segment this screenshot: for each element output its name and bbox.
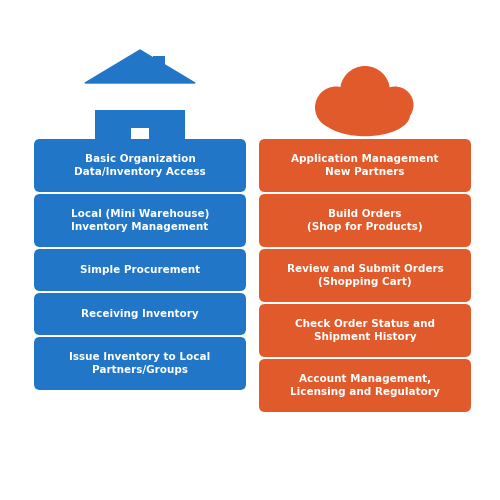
FancyBboxPatch shape	[34, 249, 246, 291]
Text: Local (Mini Warehouse)
Inventory Management: Local (Mini Warehouse) Inventory Managem…	[71, 209, 209, 232]
Polygon shape	[85, 50, 195, 83]
Text: Application Management
New Partners: Application Management New Partners	[291, 154, 439, 177]
Text: Issue Inventory to Local
Partners/Groups: Issue Inventory to Local Partners/Groups	[70, 352, 210, 375]
Ellipse shape	[320, 94, 410, 136]
Text: Simple Procurement: Simple Procurement	[80, 265, 200, 275]
FancyBboxPatch shape	[259, 304, 471, 357]
Text: Review and Submit Orders
(Shopping Cart): Review and Submit Orders (Shopping Cart)	[286, 264, 444, 287]
FancyBboxPatch shape	[34, 293, 246, 335]
FancyBboxPatch shape	[259, 359, 471, 412]
FancyBboxPatch shape	[259, 249, 471, 302]
FancyBboxPatch shape	[34, 337, 246, 390]
FancyBboxPatch shape	[34, 194, 246, 247]
FancyBboxPatch shape	[259, 139, 471, 192]
FancyBboxPatch shape	[131, 128, 149, 155]
Text: Build Orders
(Shop for Products): Build Orders (Shop for Products)	[307, 209, 423, 232]
Text: Account Management,
Licensing and Regulatory: Account Management, Licensing and Regula…	[290, 374, 440, 397]
Text: Receiving Inventory: Receiving Inventory	[81, 309, 199, 319]
Circle shape	[376, 86, 414, 124]
FancyBboxPatch shape	[152, 56, 165, 83]
FancyBboxPatch shape	[34, 139, 246, 192]
Text: Check Order Status and
Shipment History: Check Order Status and Shipment History	[295, 319, 435, 342]
Circle shape	[315, 86, 357, 128]
FancyBboxPatch shape	[259, 194, 471, 247]
FancyBboxPatch shape	[95, 110, 185, 155]
Circle shape	[340, 66, 390, 116]
Text: Basic Organization
Data/Inventory Access: Basic Organization Data/Inventory Access	[74, 154, 206, 177]
